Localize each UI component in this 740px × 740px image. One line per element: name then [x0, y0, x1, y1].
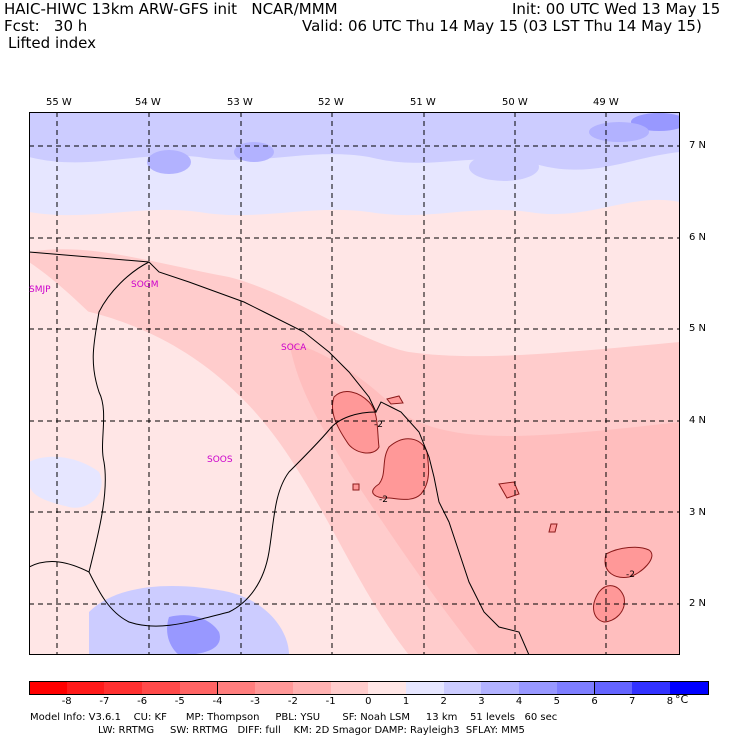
model-info: Model Info: V3.6.1 CU: KF MP: Thompson P… — [30, 712, 558, 723]
stable-core — [469, 153, 539, 181]
station-label: SOCA — [281, 343, 307, 353]
stable-core — [234, 142, 274, 162]
scale-swatch — [556, 681, 596, 695]
contour-minus2 — [498, 481, 520, 499]
scale-swatch — [29, 681, 69, 695]
scale-swatch — [669, 681, 709, 695]
station-label: SOGM — [131, 280, 159, 290]
init-time: Init: 00 UTC Wed 13 May 15 — [512, 0, 721, 18]
stable-core — [589, 122, 649, 142]
scale-tick-label: -2 — [287, 696, 298, 707]
model-physics: LW: RRTMG SW: RRTMG DIFF: full KM: 2D Sm… — [98, 725, 525, 736]
scale-tick-label: 6 — [591, 696, 598, 707]
scale-tick-label: 5 — [553, 696, 560, 707]
scale-swatch — [179, 681, 219, 695]
contour-minus2 — [332, 391, 380, 454]
lon-label: 50 W — [502, 97, 528, 108]
scale-swatch — [217, 681, 257, 695]
scale-swatch — [481, 681, 521, 695]
lat-label: 4 N — [689, 415, 707, 426]
header-title: HAIC-HIWC 13km ARW-GFS init NCAR/MMM — [4, 0, 338, 18]
stable-core — [147, 150, 191, 174]
unstable-area-moderate — [289, 342, 680, 655]
grid — [29, 112, 680, 655]
scale-tick-label: -8 — [61, 696, 72, 707]
lon-label: 55 W — [46, 97, 72, 108]
stable-patch — [29, 456, 102, 508]
scale-tick-label: 7 — [629, 696, 636, 707]
scale-swatch — [594, 681, 634, 695]
lon-label: 49 W — [593, 97, 619, 108]
contour-minus2 — [548, 523, 558, 533]
scale-tick-label: -7 — [99, 696, 110, 707]
lat-label: 2 N — [689, 598, 707, 609]
contour-label: -2 — [626, 570, 635, 580]
lat-label: 3 N — [689, 507, 707, 518]
lon-label: 52 W — [318, 97, 344, 108]
contour-minus2 — [386, 395, 404, 405]
scale-swatch — [443, 681, 483, 695]
scale-swatch — [255, 681, 294, 695]
scale-tick-label: -3 — [250, 696, 261, 707]
scale-tick-label: 0 — [365, 696, 372, 707]
scale-swatch — [519, 681, 558, 695]
scale-swatch — [142, 681, 181, 695]
border-guiana-brazil — [88, 411, 377, 627]
contour-minus2 — [604, 546, 653, 578]
scale-swatch — [406, 681, 445, 695]
scale-tick-label: 3 — [478, 696, 485, 707]
scale-swatch — [292, 681, 332, 695]
valid-time: Valid: 06 UTC Thu 14 May 15 (03 LST Thu … — [302, 17, 702, 35]
lat-label: 5 N — [689, 323, 707, 334]
lat-label: 6 N — [689, 232, 707, 243]
scale-swatch — [66, 681, 106, 695]
lon-label: 53 W — [227, 97, 253, 108]
contour-label: -2 — [379, 495, 388, 505]
scale-unit: °C — [675, 693, 689, 706]
map-frame — [29, 112, 680, 655]
scale-tick-label: 1 — [402, 696, 410, 707]
border-suriname — [29, 261, 150, 573]
scale-swatch — [632, 681, 671, 695]
scale-tick-label: -4 — [212, 696, 223, 707]
station-label: SOOS — [207, 455, 233, 465]
field-name: Lifted index — [8, 34, 96, 52]
lat-label: 7 N — [689, 140, 707, 151]
contour-label: -2 — [374, 420, 383, 430]
station-label: SMJP — [29, 285, 51, 295]
lon-label: 51 W — [410, 97, 436, 108]
scale-tick-label: 4 — [515, 696, 523, 707]
scale-swatch — [368, 681, 407, 695]
scale-swatch — [330, 681, 370, 695]
lon-label: 54 W — [135, 97, 161, 108]
scale-tick-label: 2 — [440, 696, 447, 707]
contour-minus2 — [352, 483, 360, 491]
stable-core-south — [167, 615, 220, 655]
forecast-hour: Fcst: 30 h — [4, 17, 88, 35]
scale-tick-label: -6 — [137, 696, 148, 707]
scale-tick-label: 8 — [666, 696, 674, 707]
scale-tick-label: -1 — [325, 696, 336, 707]
interior-land — [29, 262, 277, 655]
lifted-index-map: SMJP SOGM SOCA SOOS -2 -2 -2 — [29, 112, 680, 655]
scale-swatch — [104, 681, 144, 695]
coastline — [29, 251, 530, 655]
scale-tick-label: -5 — [174, 696, 185, 707]
